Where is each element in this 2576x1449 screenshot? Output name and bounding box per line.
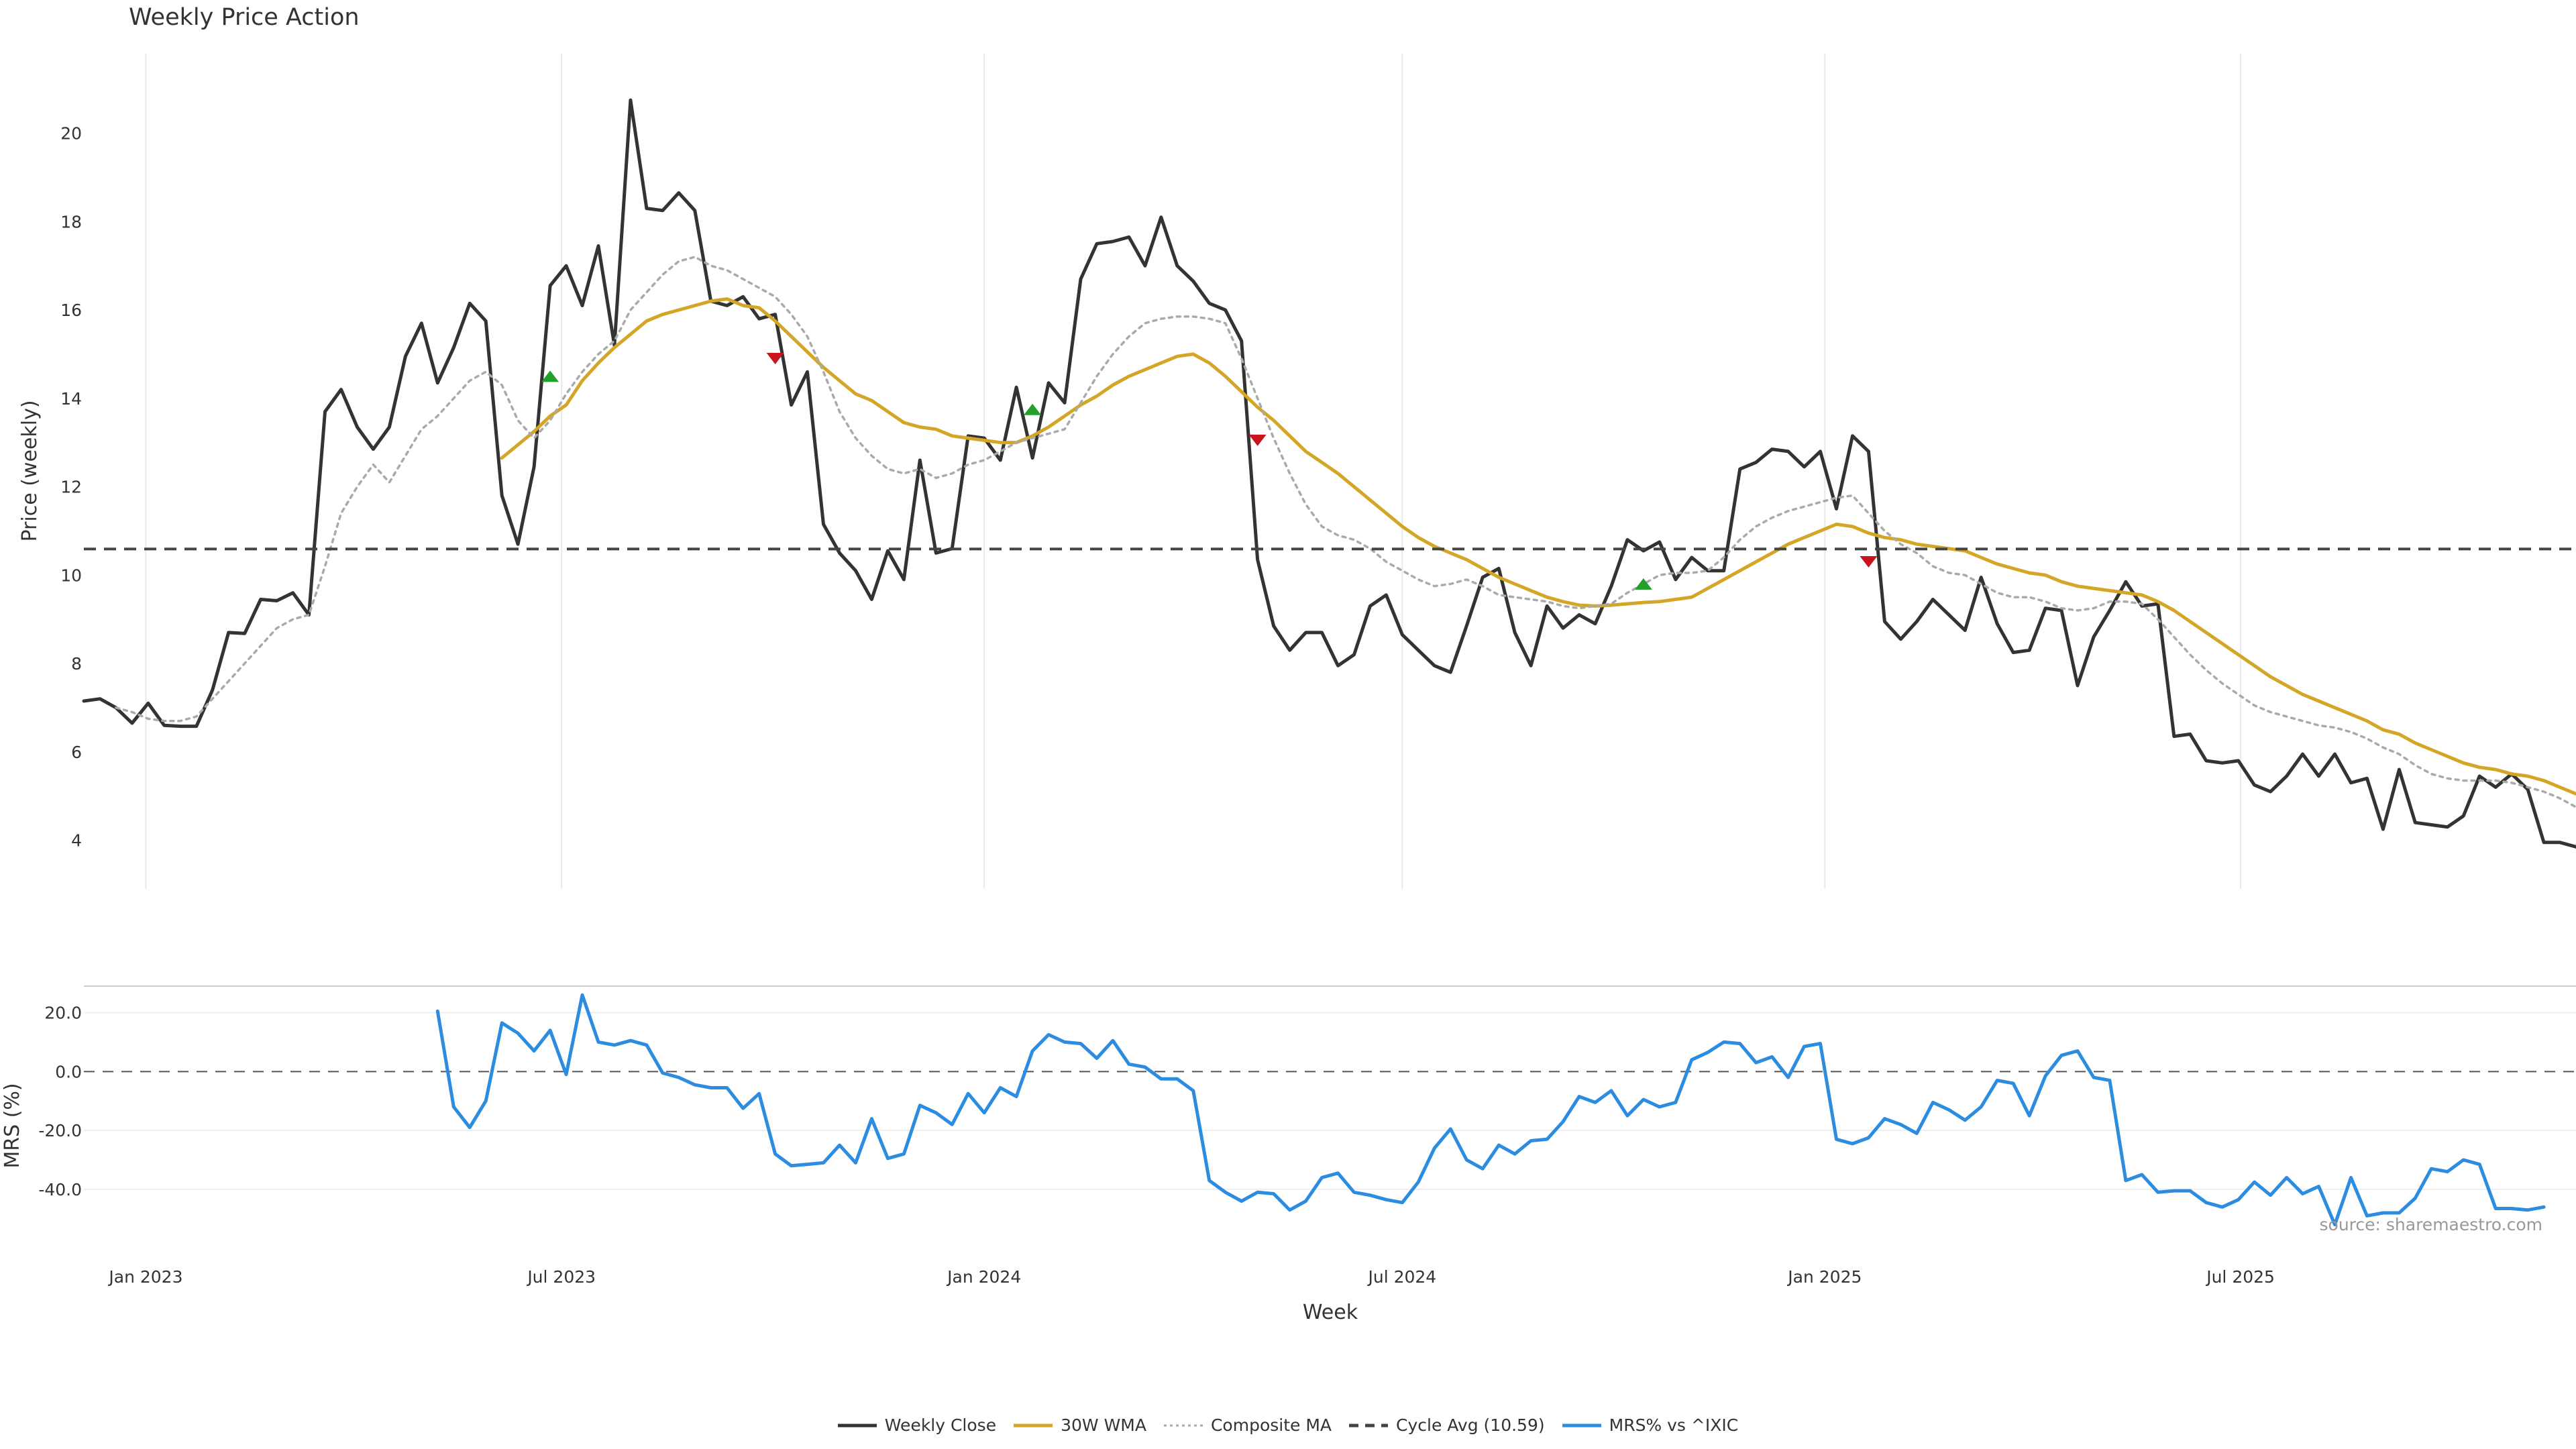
x-tick-label: Jan 2025 — [1786, 1267, 1862, 1287]
y-tick-label: 12 — [60, 478, 82, 497]
source-annotation: source: sharemaestro.com — [2320, 1215, 2543, 1234]
y-tick-label: 6 — [71, 743, 82, 762]
buy-signal-marker — [1634, 578, 1652, 590]
y-tick-label: 10 — [60, 566, 82, 585]
legend-swatch — [1163, 1424, 1203, 1426]
y-tick-label: 18 — [60, 212, 82, 231]
mrs-grid: 20.0 0.0 -20.0 -40.0 — [38, 985, 2576, 1199]
price-markers — [541, 353, 1878, 590]
series-line-weekly-close — [82, 98, 2576, 849]
legend-item: Cycle Avg (10.59) — [1349, 1415, 1545, 1435]
price-series — [82, 98, 2576, 849]
legend-swatch — [1349, 1424, 1389, 1427]
sell-signal-marker — [1248, 434, 1267, 446]
y-tick-label: 8 — [71, 654, 82, 674]
mrs-series — [435, 993, 2546, 1227]
legend-swatch — [1562, 1424, 1601, 1427]
price-axis-label: Price (weekly) — [18, 400, 42, 541]
x-tick-label: Jul 2024 — [1366, 1267, 1436, 1287]
legend-swatch — [1014, 1424, 1053, 1427]
y-tick-label: 4 — [71, 831, 82, 851]
sell-signal-marker — [1860, 556, 1878, 568]
buy-signal-marker — [541, 370, 559, 382]
x-tick-label: Jul 2025 — [2205, 1267, 2275, 1287]
sell-signal-marker — [766, 353, 784, 365]
series-line-composite-ma — [115, 256, 2576, 808]
mrs-y-tick-label: -20.0 — [38, 1121, 82, 1140]
y-tick-label: 14 — [60, 389, 82, 409]
legend-label: MRS% vs ^IXIC — [1609, 1415, 1739, 1435]
x-tick-label: Jan 2023 — [107, 1267, 182, 1287]
mrs-y-tick-label: 20.0 — [44, 1004, 82, 1023]
mrs-y-tick-label: -40.0 — [38, 1180, 82, 1199]
chart-title: Weekly Price Action — [129, 4, 360, 31]
series-line-30w-wma — [500, 297, 2576, 796]
x-tick-labels: Jan 2023 Jul 2023 Jan 2024 Jul 2024 Jan 2025… — [107, 1267, 2275, 1287]
legend-item: MRS% vs ^IXIC — [1562, 1415, 1739, 1435]
legend-item: Weekly Close — [837, 1415, 997, 1435]
y-tick-label: 20 — [60, 124, 82, 144]
legend-item: 30W WMA — [1014, 1415, 1146, 1435]
price-grid: 4 6 8 10 12 14 16 18 20 — [60, 54, 2242, 889]
legend-label: 30W WMA — [1061, 1415, 1146, 1435]
legend: Weekly Close 30W WMA Composite MA Cycle Avg… — [0, 1415, 2576, 1435]
legend-item: Composite MA — [1163, 1415, 1332, 1435]
legend-label: Composite MA — [1210, 1415, 1332, 1435]
y-tick-label: 16 — [60, 301, 82, 320]
series-line-mrs — [435, 993, 2546, 1227]
axis-labels: Price (weekly) MRS (%) Week source: shar… — [1, 400, 2542, 1324]
chart: 4 6 8 10 12 14 16 18 20 20.0 0.0 -20.0 -40.0 Price … — [1, 54, 2576, 1324]
mrs-axis-label: MRS (%) — [1, 1083, 24, 1168]
legend-label: Cycle Avg (10.59) — [1396, 1415, 1545, 1435]
buy-signal-marker — [1024, 403, 1042, 415]
x-axis-label: Week — [1303, 1301, 1358, 1324]
x-tick-label: Jul 2023 — [526, 1267, 596, 1287]
x-tick-label: Jan 2024 — [946, 1267, 1021, 1287]
legend-label: Weekly Close — [884, 1415, 997, 1435]
legend-swatch — [837, 1424, 877, 1427]
mrs-y-tick-label: 0.0 — [55, 1062, 82, 1081]
